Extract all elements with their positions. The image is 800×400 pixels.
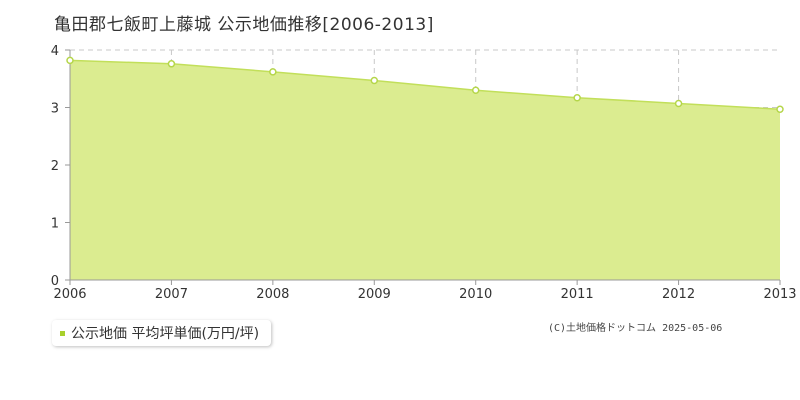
data-point <box>573 93 581 102</box>
x-tick-label: 2007 <box>155 287 188 302</box>
data-point <box>167 60 176 68</box>
legend-swatch <box>60 330 65 336</box>
data-points <box>66 56 784 113</box>
series-area <box>70 60 780 280</box>
axes-layer <box>65 49 781 285</box>
data-point <box>370 76 379 85</box>
data-point <box>269 68 277 76</box>
x-tick-label: 2010 <box>459 287 492 302</box>
x-tick-label: 2006 <box>53 287 86 302</box>
chart-title: 亀田郡七飯町上藤城 公示地価推移[2006-2013] <box>54 15 434 35</box>
y-tick-label: 3 <box>51 102 59 117</box>
x-tick-label: 2011 <box>561 287 594 302</box>
x-tick-label: 2012 <box>662 287 695 302</box>
data-point <box>471 86 480 94</box>
copyright-text: (C)土地価格ドットコム 2025-05-06 <box>548 323 723 334</box>
data-point <box>66 56 74 65</box>
y-tick-label: 1 <box>51 217 59 232</box>
tick-labels: 0 1 2 3 4 2006 2007 2008 2009 2010 2011 2012 2013 <box>51 44 797 302</box>
legend: 公示地価 平均坪単価(万円/坪) <box>52 320 272 346</box>
y-tick-label: 0 <box>51 274 59 289</box>
y-tick-label: 4 <box>51 44 59 59</box>
series-line <box>69 59 781 110</box>
data-point <box>674 99 683 108</box>
legend-label: 公示地価 平均坪単価(万円/坪) <box>71 326 260 342</box>
y-tick-label: 2 <box>51 159 59 174</box>
data-point <box>776 105 784 113</box>
x-tick-label: 2013 <box>763 287 796 302</box>
x-tick-label: 2009 <box>358 287 391 302</box>
x-tick-label: 2008 <box>256 287 289 302</box>
